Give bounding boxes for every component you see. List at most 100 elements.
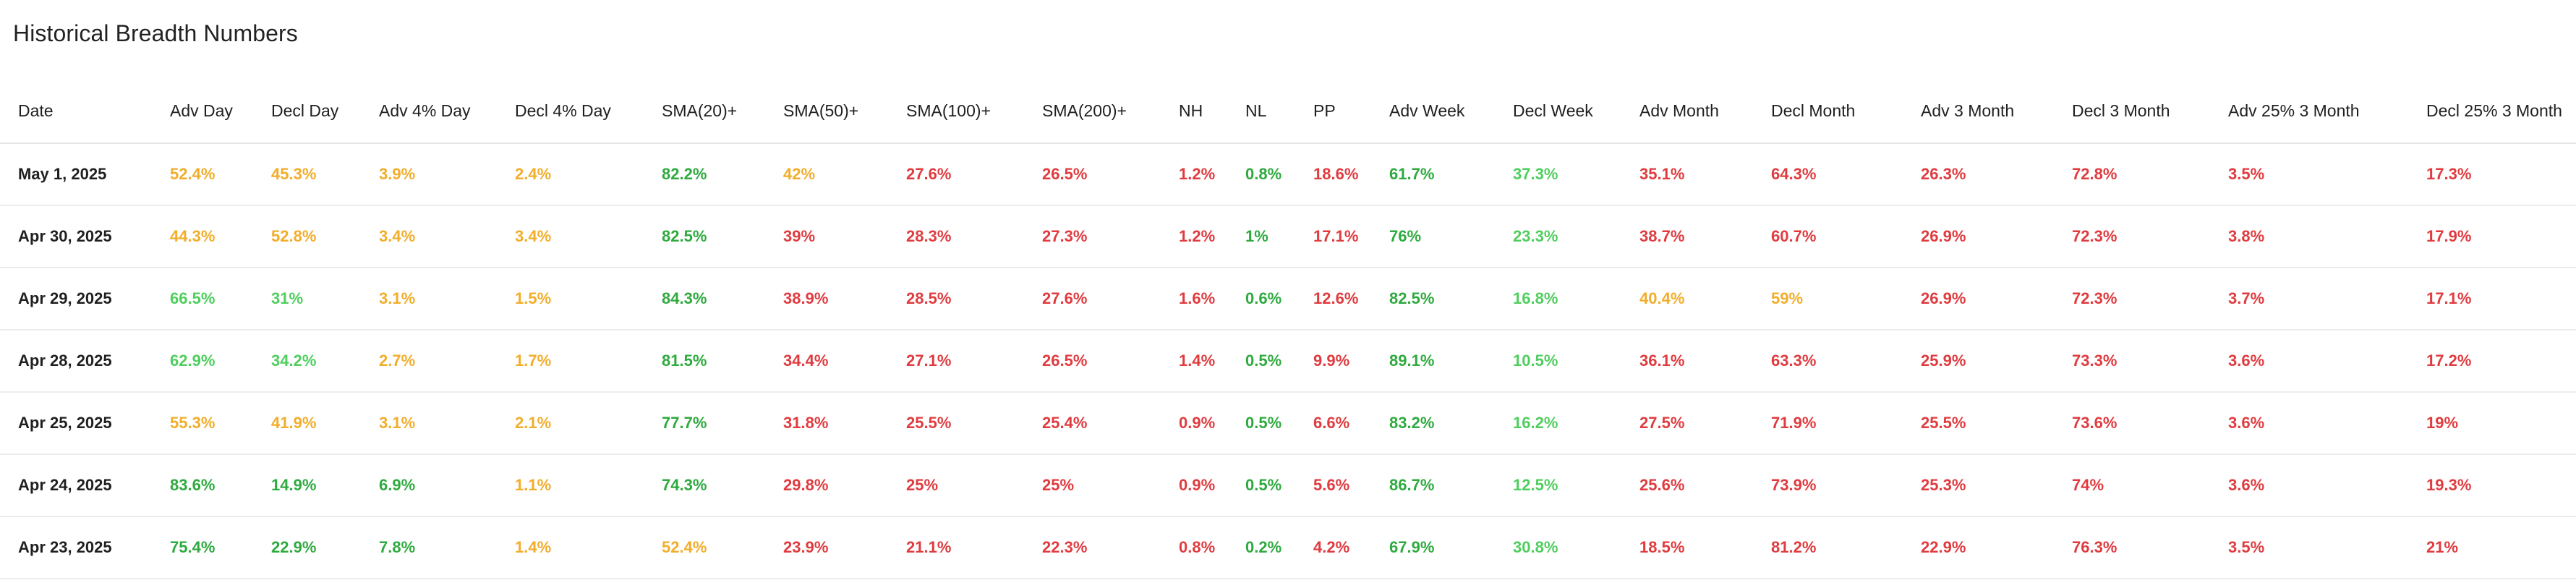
cell-date: Apr 25, 2025 bbox=[0, 392, 152, 455]
column-header-sma50[interactable]: SMA(50)+ bbox=[765, 79, 888, 144]
table-row: Apr 23, 2025 75.4% 22.9% 7.8% 1.4% 52.4% 23.9%… bbox=[0, 516, 2576, 579]
cell-date: Apr 30, 2025 bbox=[0, 205, 152, 268]
header-row: Date Adv Day Decl Day Adv 4% Day Decl 4%… bbox=[0, 79, 2576, 144]
cell-adv-week: 83.2% bbox=[1371, 392, 1495, 455]
cell-sma200: 26.5% bbox=[1024, 143, 1161, 206]
column-header-date[interactable]: Date bbox=[0, 79, 152, 144]
cell-pp: 5.6% bbox=[1295, 454, 1371, 517]
cell-nh: 0.9% bbox=[1161, 454, 1227, 517]
cell-pp: 4.2% bbox=[1295, 516, 1371, 579]
cell-sma20: 82.5% bbox=[644, 205, 765, 268]
cell-nl: 0.5% bbox=[1227, 454, 1295, 517]
cell-sma100: 27.6% bbox=[888, 143, 1024, 206]
cell-sma50: 42% bbox=[765, 143, 888, 206]
column-header-adv-25pct-3-month[interactable]: Adv 25% 3 Month bbox=[2210, 79, 2408, 144]
cell-sma20: 74.3% bbox=[644, 454, 765, 517]
cell-nl: 0.5% bbox=[1227, 392, 1295, 455]
cell-adv-day: 66.5% bbox=[152, 268, 253, 331]
cell-sma20: 82.2% bbox=[644, 143, 765, 206]
cell-adv-4pct-day: 3.1% bbox=[361, 392, 497, 455]
column-header-nh[interactable]: NH bbox=[1161, 79, 1227, 144]
cell-sma200: 27.3% bbox=[1024, 205, 1161, 268]
column-header-decl-4pct-day[interactable]: Decl 4% Day bbox=[497, 79, 644, 144]
cell-adv-week: 89.1% bbox=[1371, 330, 1495, 393]
cell-sma20: 77.7% bbox=[644, 392, 765, 455]
cell-adv-week: 61.7% bbox=[1371, 143, 1495, 206]
cell-decl-month: 60.7% bbox=[1753, 205, 1903, 268]
cell-decl-day: 14.9% bbox=[253, 454, 361, 517]
cell-adv-3-month: 25.5% bbox=[1903, 392, 2054, 455]
cell-decl-week: 10.5% bbox=[1495, 330, 1621, 393]
cell-decl-25pct-3-month: 17.2% bbox=[2408, 330, 2576, 393]
cell-sma50: 34.4% bbox=[765, 330, 888, 393]
column-header-sma100[interactable]: SMA(100)+ bbox=[888, 79, 1024, 144]
column-header-decl-month[interactable]: Decl Month bbox=[1753, 79, 1903, 144]
table-row: Apr 25, 2025 55.3% 41.9% 3.1% 2.1% 77.7% 31.8%… bbox=[0, 392, 2576, 455]
cell-decl-day: 31% bbox=[253, 268, 361, 331]
cell-sma200: 27.6% bbox=[1024, 268, 1161, 331]
column-header-pp[interactable]: PP bbox=[1295, 79, 1371, 144]
column-header-decl-day[interactable]: Decl Day bbox=[253, 79, 361, 144]
column-header-decl-3-month[interactable]: Decl 3 Month bbox=[2054, 79, 2210, 144]
cell-nh: 1.4% bbox=[1161, 330, 1227, 393]
cell-date: Apr 23, 2025 bbox=[0, 516, 152, 579]
cell-decl-3-month: 72.3% bbox=[2054, 268, 2210, 331]
cell-decl-3-month: 73.3% bbox=[2054, 330, 2210, 393]
column-header-adv-month[interactable]: Adv Month bbox=[1621, 79, 1753, 144]
column-header-adv-3-month[interactable]: Adv 3 Month bbox=[1903, 79, 2054, 144]
cell-adv-month: 18.5% bbox=[1621, 516, 1753, 579]
cell-sma200: 25% bbox=[1024, 454, 1161, 517]
cell-adv-4pct-day: 3.4% bbox=[361, 205, 497, 268]
cell-adv-4pct-day: 7.8% bbox=[361, 516, 497, 579]
table-row: May 1, 2025 52.4% 45.3% 3.9% 2.4% 82.2% 42% 27.… bbox=[0, 143, 2576, 206]
cell-decl-day: 41.9% bbox=[253, 392, 361, 455]
column-header-sma20[interactable]: SMA(20)+ bbox=[644, 79, 765, 144]
cell-decl-month: 63.3% bbox=[1753, 330, 1903, 393]
cell-sma200: 22.3% bbox=[1024, 516, 1161, 579]
cell-adv-week: 86.7% bbox=[1371, 454, 1495, 517]
column-header-decl-25pct-3-month[interactable]: Decl 25% 3 Month bbox=[2408, 79, 2576, 144]
cell-adv-3-month: 26.9% bbox=[1903, 205, 2054, 268]
cell-decl-week: 16.2% bbox=[1495, 392, 1621, 455]
cell-adv-day: 75.4% bbox=[152, 516, 253, 579]
cell-decl-25pct-3-month: 19% bbox=[2408, 392, 2576, 455]
cell-adv-month: 35.1% bbox=[1621, 143, 1753, 206]
cell-decl-month: 73.9% bbox=[1753, 454, 1903, 517]
cell-nl: 0.5% bbox=[1227, 330, 1295, 393]
cell-adv-month: 38.7% bbox=[1621, 205, 1753, 268]
cell-decl-3-month: 73.6% bbox=[2054, 392, 2210, 455]
cell-decl-month: 81.2% bbox=[1753, 516, 1903, 579]
column-header-adv-day[interactable]: Adv Day bbox=[152, 79, 253, 144]
cell-decl-4pct-day: 1.7% bbox=[497, 330, 644, 393]
column-header-adv-week[interactable]: Adv Week bbox=[1371, 79, 1495, 144]
cell-decl-4pct-day: 2.4% bbox=[497, 143, 644, 206]
column-header-adv-4pct-day[interactable]: Adv 4% Day bbox=[361, 79, 497, 144]
cell-adv-day: 44.3% bbox=[152, 205, 253, 268]
cell-decl-25pct-3-month: 17.3% bbox=[2408, 143, 2576, 206]
cell-sma20: 81.5% bbox=[644, 330, 765, 393]
cell-decl-week: 16.8% bbox=[1495, 268, 1621, 331]
cell-adv-month: 40.4% bbox=[1621, 268, 1753, 331]
column-header-nl[interactable]: NL bbox=[1227, 79, 1295, 144]
cell-decl-4pct-day: 1.4% bbox=[497, 516, 644, 579]
cell-adv-4pct-day: 2.7% bbox=[361, 330, 497, 393]
cell-decl-month: 59% bbox=[1753, 268, 1903, 331]
cell-nl: 1% bbox=[1227, 205, 1295, 268]
cell-adv-week: 82.5% bbox=[1371, 268, 1495, 331]
cell-adv-4pct-day: 3.9% bbox=[361, 143, 497, 206]
cell-adv-week: 76% bbox=[1371, 205, 1495, 268]
cell-pp: 18.6% bbox=[1295, 143, 1371, 206]
cell-decl-week: 37.3% bbox=[1495, 143, 1621, 206]
cell-sma20: 52.4% bbox=[644, 516, 765, 579]
cell-adv-3-month: 25.3% bbox=[1903, 454, 2054, 517]
cell-adv-month: 27.5% bbox=[1621, 392, 1753, 455]
cell-sma200: 25.4% bbox=[1024, 392, 1161, 455]
cell-decl-day: 34.2% bbox=[253, 330, 361, 393]
table-row: Apr 28, 2025 62.9% 34.2% 2.7% 1.7% 81.5% 34.4%… bbox=[0, 330, 2576, 393]
table-row: Apr 24, 2025 83.6% 14.9% 6.9% 1.1% 74.3% 29.8%… bbox=[0, 454, 2576, 517]
cell-nl: 0.6% bbox=[1227, 268, 1295, 331]
column-header-sma200[interactable]: SMA(200)+ bbox=[1024, 79, 1161, 144]
cell-decl-25pct-3-month: 17.1% bbox=[2408, 268, 2576, 331]
cell-adv-25pct-3-month: 3.8% bbox=[2210, 205, 2408, 268]
column-header-decl-week[interactable]: Decl Week bbox=[1495, 79, 1621, 144]
